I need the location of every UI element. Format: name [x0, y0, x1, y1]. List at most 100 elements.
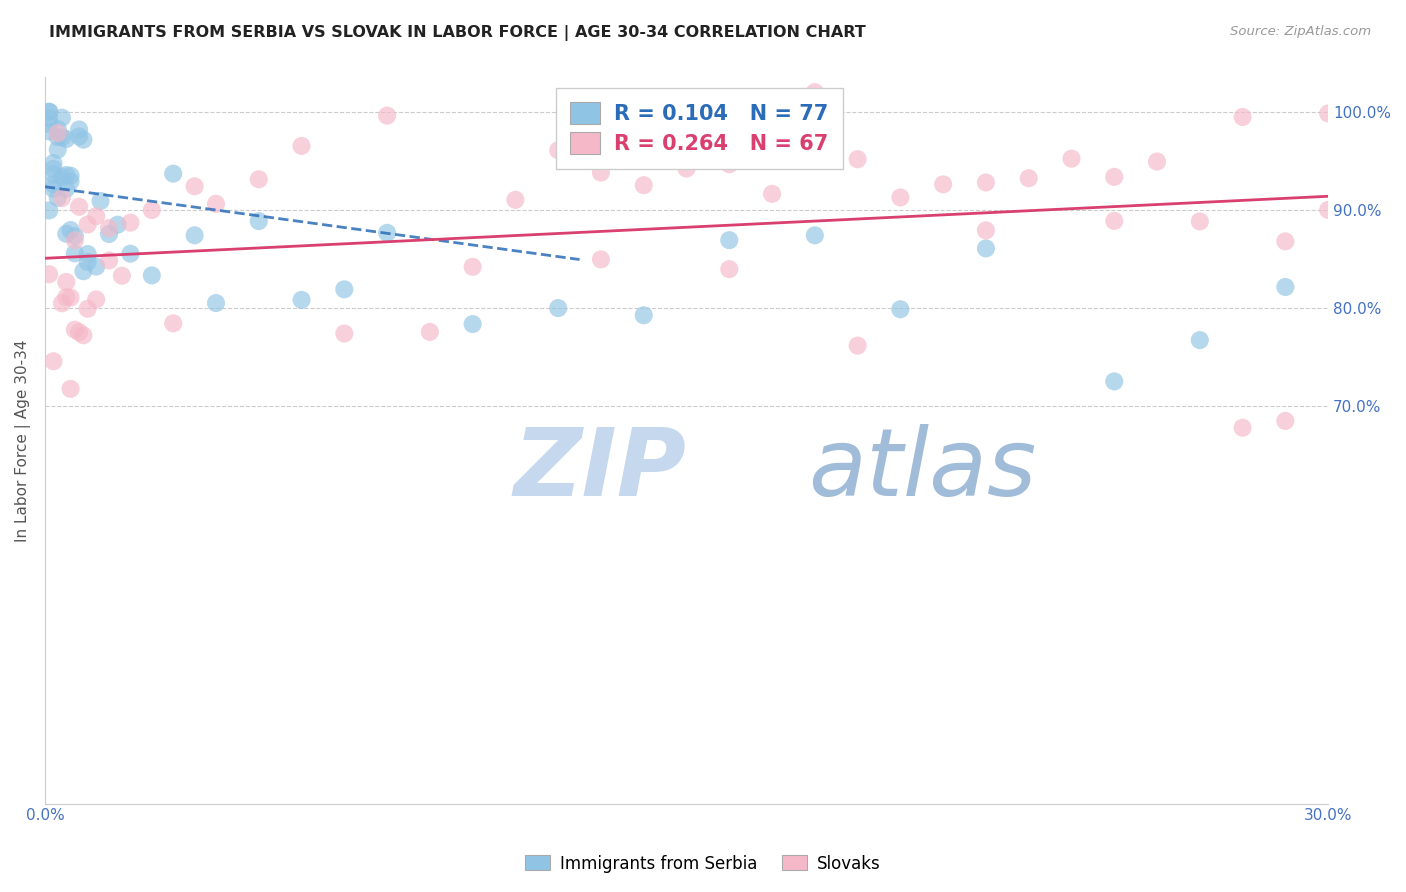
- Point: [51, 191, 73, 205]
- Point: [547, 143, 569, 157]
- Point: [505, 193, 527, 207]
- Point: [675, 161, 697, 176]
- Point: [718, 157, 741, 171]
- Point: [974, 223, 997, 237]
- Point: [1274, 235, 1296, 249]
- Legend: R = 0.104   N = 77, R = 0.264   N = 67: R = 0.104 N = 77, R = 0.264 N = 67: [555, 87, 844, 169]
- Point: [107, 218, 129, 232]
- Point: [120, 216, 142, 230]
- Point: [51, 296, 73, 310]
- Point: [290, 293, 312, 307]
- Point: [1188, 333, 1211, 347]
- Point: [247, 214, 270, 228]
- Point: [89, 194, 111, 208]
- Point: [589, 252, 612, 267]
- Point: [55, 182, 77, 196]
- Point: [889, 302, 911, 317]
- Point: [55, 168, 77, 182]
- Point: [46, 121, 69, 136]
- Point: [63, 233, 86, 247]
- Point: [1232, 110, 1254, 124]
- Point: [42, 168, 65, 182]
- Point: [38, 111, 60, 125]
- Point: [72, 133, 94, 147]
- Point: [51, 169, 73, 184]
- Point: [889, 190, 911, 204]
- Point: [42, 182, 65, 196]
- Point: [1274, 280, 1296, 294]
- Point: [141, 268, 163, 283]
- Point: [51, 111, 73, 125]
- Point: [38, 104, 60, 119]
- Point: [84, 260, 107, 274]
- Point: [55, 227, 77, 241]
- Point: [1104, 214, 1126, 228]
- Point: [42, 161, 65, 176]
- Point: [846, 338, 869, 352]
- Point: [290, 139, 312, 153]
- Point: [46, 191, 69, 205]
- Point: [205, 197, 228, 211]
- Point: [375, 226, 398, 240]
- Point: [98, 253, 121, 268]
- Point: [42, 178, 65, 192]
- Point: [932, 178, 955, 192]
- Point: [633, 308, 655, 322]
- Point: [333, 282, 356, 296]
- Point: [63, 246, 86, 260]
- Point: [1232, 421, 1254, 435]
- Point: [974, 241, 997, 255]
- Point: [42, 156, 65, 170]
- Point: [761, 186, 783, 201]
- Point: [67, 122, 90, 136]
- Point: [1104, 375, 1126, 389]
- Point: [55, 290, 77, 304]
- Point: [718, 262, 741, 277]
- Point: [59, 174, 82, 188]
- Point: [72, 264, 94, 278]
- Point: [38, 203, 60, 218]
- Point: [84, 293, 107, 307]
- Point: [183, 228, 205, 243]
- Point: [589, 165, 612, 179]
- Point: [333, 326, 356, 341]
- Point: [162, 317, 184, 331]
- Point: [804, 228, 827, 243]
- Point: [76, 247, 98, 261]
- Point: [141, 202, 163, 217]
- Point: [59, 382, 82, 396]
- Text: IMMIGRANTS FROM SERBIA VS SLOVAK IN LABOR FORCE | AGE 30-34 CORRELATION CHART: IMMIGRANTS FROM SERBIA VS SLOVAK IN LABO…: [49, 25, 866, 41]
- Point: [59, 169, 82, 183]
- Point: [38, 267, 60, 281]
- Point: [718, 233, 741, 247]
- Point: [846, 152, 869, 166]
- Point: [461, 317, 484, 331]
- Text: Source: ZipAtlas.com: Source: ZipAtlas.com: [1230, 25, 1371, 38]
- Point: [98, 227, 121, 241]
- Point: [38, 104, 60, 119]
- Point: [63, 229, 86, 244]
- Point: [1146, 154, 1168, 169]
- Point: [1018, 171, 1040, 186]
- Point: [804, 85, 827, 99]
- Point: [205, 296, 228, 310]
- Point: [76, 255, 98, 269]
- Text: ZIP: ZIP: [513, 424, 686, 516]
- Point: [1060, 152, 1083, 166]
- Point: [1317, 202, 1340, 217]
- Point: [974, 176, 997, 190]
- Point: [162, 167, 184, 181]
- Point: [1317, 106, 1340, 120]
- Point: [38, 124, 60, 138]
- Point: [67, 200, 90, 214]
- Point: [42, 354, 65, 368]
- Legend: Immigrants from Serbia, Slovaks: Immigrants from Serbia, Slovaks: [519, 848, 887, 880]
- Point: [38, 117, 60, 131]
- Point: [59, 223, 82, 237]
- Y-axis label: In Labor Force | Age 30-34: In Labor Force | Age 30-34: [15, 339, 31, 541]
- Point: [633, 178, 655, 193]
- Point: [375, 109, 398, 123]
- Point: [55, 275, 77, 289]
- Text: atlas: atlas: [808, 424, 1036, 515]
- Point: [55, 132, 77, 146]
